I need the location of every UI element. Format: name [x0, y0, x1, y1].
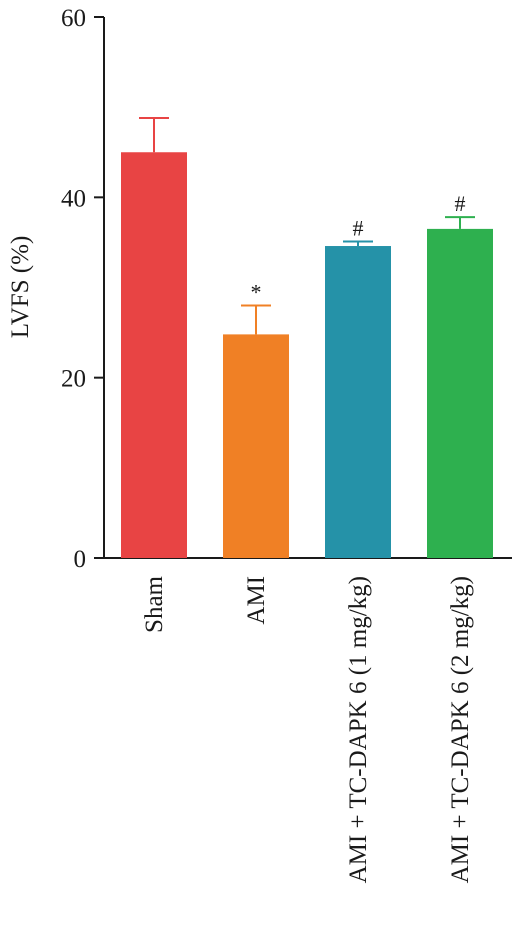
- significance-mark-2: *: [251, 280, 262, 305]
- y-tick-label: 20: [61, 366, 86, 393]
- bars: * # #: [121, 116, 493, 559]
- significance-mark-4: #: [455, 191, 466, 216]
- y-tick-label: 60: [61, 5, 86, 32]
- x-category-label-1: Sham: [141, 575, 168, 633]
- x-axis-labels: Sham AMI AMI + TC-DAPK 6 (1 mg/kg) AMI + TC…: [141, 575, 474, 883]
- bar-4: [427, 228, 493, 558]
- y-tick-label: 40: [61, 185, 86, 212]
- x-category-label-3: AMI + TC-DAPK 6 (1 mg/kg): [345, 576, 372, 883]
- bar-3: [325, 246, 391, 559]
- bar-1: [121, 152, 187, 558]
- bar-2: [223, 334, 289, 558]
- x-category-label-4: AMI + TC-DAPK 6 (2 mg/kg): [447, 576, 474, 883]
- x-category-label-2: AMI: [243, 576, 270, 625]
- y-tick-label: 0: [74, 546, 87, 573]
- y-axis-label: LVFS (%): [7, 236, 34, 339]
- significance-mark-3: #: [353, 216, 364, 241]
